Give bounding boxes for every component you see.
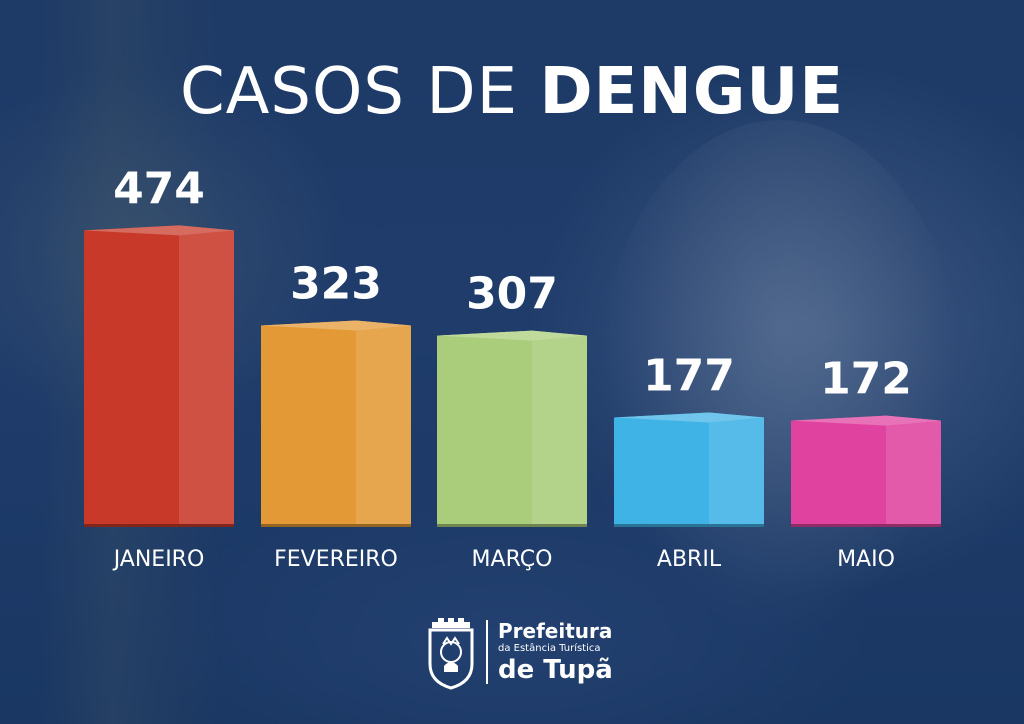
bar-3 xyxy=(614,412,764,527)
category-label-0: JANEIRO xyxy=(112,547,205,572)
category-label-3: ABRIL xyxy=(657,547,722,572)
title-light: CASOS DE xyxy=(179,55,519,129)
value-label-4: 172 xyxy=(820,354,912,405)
bar-1 xyxy=(261,320,411,527)
title-bold: DENGUE xyxy=(539,55,845,129)
bar-4 xyxy=(791,415,941,527)
value-label-2: 307 xyxy=(466,269,558,320)
bar-face-left xyxy=(261,320,356,526)
bar-base-edge xyxy=(84,524,234,527)
bar-face-right xyxy=(709,412,764,526)
category-label-2: MARÇO xyxy=(472,547,553,572)
bar-face-right xyxy=(356,320,411,526)
bar-face-top xyxy=(261,320,411,331)
logo-line-3: de Tupã xyxy=(498,655,613,685)
logo-divider xyxy=(486,620,488,684)
bar-face-right xyxy=(886,415,941,526)
logo-text: Prefeitura da Estância Turística de Tupã xyxy=(498,621,613,683)
value-label-0: 474 xyxy=(113,163,205,214)
bar-face-left xyxy=(84,225,179,526)
logo-line-1: Prefeitura xyxy=(498,619,613,643)
bar-face-right xyxy=(179,225,234,526)
bar-base-edge xyxy=(791,524,941,527)
bar-face-top xyxy=(614,412,764,423)
category-label-1: FEVEREIRO xyxy=(274,547,398,572)
bar-face-left xyxy=(791,415,886,526)
value-label-3: 177 xyxy=(643,350,735,401)
bar-2 xyxy=(437,330,587,527)
bar-face-top xyxy=(437,330,587,341)
coat-of-arms-icon xyxy=(428,618,474,690)
bar-face-top xyxy=(84,225,234,236)
bar-base-edge xyxy=(614,524,764,527)
prefeitura-logo: Prefeitura da Estância Turística de Tupã xyxy=(424,612,613,692)
bar-face-left xyxy=(614,412,709,526)
bar-base-edge xyxy=(261,524,411,527)
chart-title: CASOS DE DENGUE xyxy=(0,52,1024,132)
bar-face-top xyxy=(791,415,941,426)
logo-line-2: da Estância Turística xyxy=(498,643,601,654)
category-label-4: MAIO xyxy=(837,547,895,572)
bar-0 xyxy=(84,225,234,527)
bar-face-left xyxy=(437,330,532,526)
bar-base-edge xyxy=(437,524,587,527)
value-label-1: 323 xyxy=(290,259,382,310)
bar-face-right xyxy=(532,330,587,526)
